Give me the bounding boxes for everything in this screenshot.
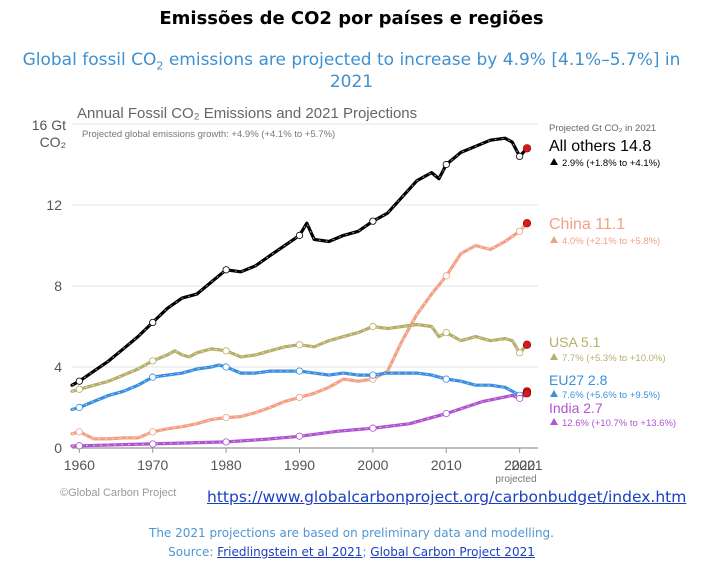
source-separator: ; xyxy=(362,545,371,559)
budget-url-link[interactable]: https://www.globalcarbonproject.org/carb… xyxy=(207,488,687,506)
legend: All others 14.8 2.9% (+1.8% to +4.1%) Chin… xyxy=(549,138,676,429)
series-marker-2-1960 xyxy=(75,385,83,393)
x-tick-2000: 2000 xyxy=(357,457,388,473)
series-marker-1-2010 xyxy=(442,272,450,280)
source-link-friedlingstein[interactable]: Friedlingstein et al 2021 xyxy=(217,545,363,559)
x-tick-projected: 2021 xyxy=(511,457,542,473)
legend-label-3: EU27 2.8 xyxy=(549,372,608,388)
x-tick-1990: 1990 xyxy=(284,457,315,473)
footer-note: The 2021 projections are based on prelim… xyxy=(149,526,554,540)
legend-growth-0: 2.9% (+1.8% to +4.1%) xyxy=(562,158,660,169)
grid xyxy=(72,123,538,449)
chart-title: Annual Fossil CO₂ Emissions and 2021 Pro… xyxy=(77,105,417,122)
source-link-gcp[interactable]: Global Carbon Project 2021 xyxy=(370,545,535,559)
series-marker-3-1990 xyxy=(295,367,304,375)
series-marker-1-2020 xyxy=(516,227,524,235)
legend-triangle-3 xyxy=(550,390,558,397)
projected-label: projected xyxy=(495,474,536,485)
series-marker-1-1970 xyxy=(149,428,157,436)
page-title: Emissões de CO2 por países e regiões xyxy=(159,8,544,29)
legend-label-0: All others 14.8 xyxy=(549,138,651,155)
series-marker-4-2020 xyxy=(516,394,524,402)
series-marker-0-1970 xyxy=(149,318,157,327)
y-axis-unit-gt: 16 Gt xyxy=(32,117,66,133)
series-lines xyxy=(70,136,532,450)
chart-growth-note: Projected global emissions growth: +4.9%… xyxy=(82,129,335,140)
legend-label-1: China 11.1 xyxy=(549,216,625,233)
series-dash-4 xyxy=(71,392,528,447)
series-marker-0-1990 xyxy=(295,231,304,239)
legend-growth-2: 7.7% (+5.3% to +10.0%) xyxy=(562,353,666,364)
legend-header: Projected Gt CO₂ in 2021 xyxy=(549,123,656,134)
footer-source: Source: Friedlingstein et al 2021; Globa… xyxy=(0,545,703,559)
y-axis-unit-co2: CO₂ xyxy=(40,134,66,150)
series-dash-3 xyxy=(71,364,528,410)
series-marker-4-2000 xyxy=(369,424,377,432)
projection-dot-1 xyxy=(522,219,532,228)
projection-dot-2 xyxy=(522,340,532,349)
y-tick-0: 0 xyxy=(54,440,62,456)
legend-triangle-0 xyxy=(550,158,558,165)
x-tick-1970: 1970 xyxy=(137,457,168,473)
series-marker-0-1960 xyxy=(75,377,83,385)
series-marker-4-1960 xyxy=(75,442,83,450)
x-tick-1980: 1980 xyxy=(211,457,242,473)
y-tick-8: 8 xyxy=(54,278,62,294)
legend-label-4: India 2.7 xyxy=(549,400,603,416)
y-tick-12: 12 xyxy=(46,197,62,213)
legend-growth-4: 12.6% (+10.7% to +13.6%) xyxy=(562,418,676,429)
projection-dot-0 xyxy=(522,144,532,153)
series-marker-3-1960 xyxy=(75,403,83,412)
series-marker-1-1960 xyxy=(75,428,83,436)
series-marker-3-1970 xyxy=(149,373,157,381)
subtitle-post: emissions are projected to increase by 4… xyxy=(163,50,681,93)
series-marker-3-1980 xyxy=(222,363,230,371)
series-marker-3-2000 xyxy=(369,371,377,379)
series-marker-2-1970 xyxy=(149,357,157,365)
legend-label-2: USA 5.1 xyxy=(549,334,601,350)
source-label: Source: xyxy=(168,545,218,559)
legend-growth-1: 4.0% (+2.1% to +5.8%) xyxy=(562,236,660,247)
x-tick-2010: 2010 xyxy=(431,457,462,473)
credit-label: ©Global Carbon Project xyxy=(60,487,176,499)
series-marker-2-2000 xyxy=(369,322,377,331)
projection-dot-4 xyxy=(522,389,532,398)
series-marker-2-2020 xyxy=(516,349,524,357)
x-tick-1960: 1960 xyxy=(64,457,95,473)
y-tick-labels: 0 4 8 12 xyxy=(46,197,62,456)
page-subtitle: Global fossil CO2 emissions are projecte… xyxy=(0,50,703,92)
series-marker-0-2010 xyxy=(442,160,450,169)
legend-growth-3: 7.6% (+5.6% to +9.5%) xyxy=(562,390,660,401)
subtitle-pre: Global fossil CO xyxy=(22,50,157,70)
series-marker-2-1990 xyxy=(295,341,304,349)
series-marker-0-2020 xyxy=(516,152,524,160)
series-marker-0-2000 xyxy=(369,217,377,225)
y-tick-4: 4 xyxy=(54,359,62,375)
series-marker-2-1980 xyxy=(222,347,230,355)
series-marker-4-1990 xyxy=(295,432,304,440)
series-marker-1-1990 xyxy=(295,393,304,401)
legend-triangle-1 xyxy=(550,236,558,243)
series-line-china xyxy=(70,221,529,441)
series-marker-4-1970 xyxy=(149,440,157,448)
series-marker-2-2010 xyxy=(442,328,450,337)
x-tick-2020: 2020 xyxy=(504,457,535,473)
series-marker-1-1980 xyxy=(222,414,230,422)
legend-triangle-4 xyxy=(550,418,558,425)
series-marker-0-1980 xyxy=(222,266,230,274)
legend-triangle-2 xyxy=(550,353,558,360)
subtitle-sub: 2 xyxy=(156,59,164,73)
series-marker-3-2010 xyxy=(442,375,450,383)
series-marker-4-2010 xyxy=(442,409,450,418)
series-marker-4-1980 xyxy=(222,438,230,446)
